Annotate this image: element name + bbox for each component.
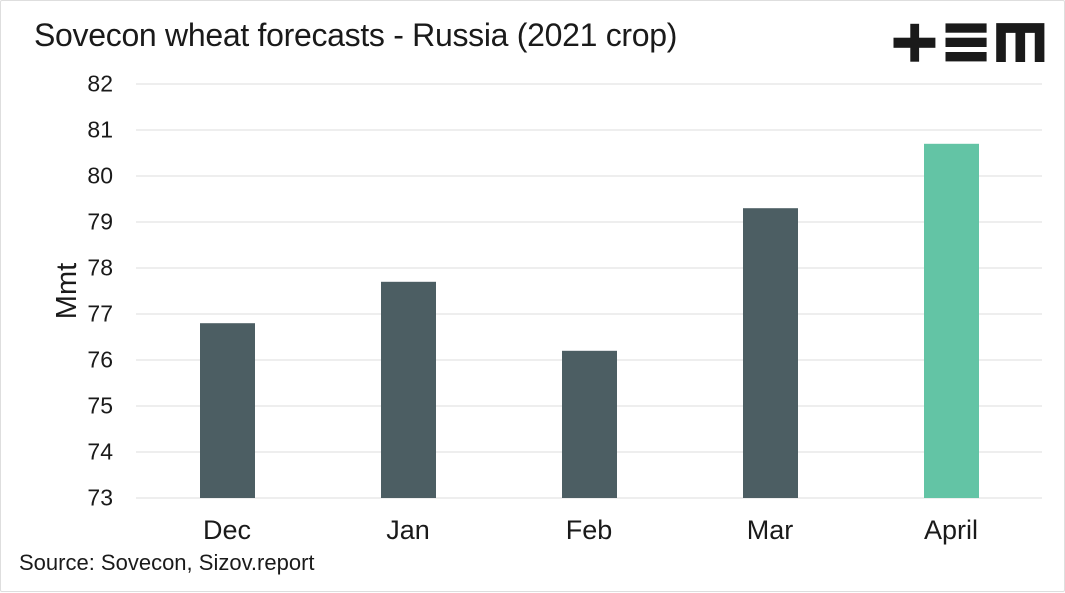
svg-text:April: April bbox=[924, 515, 978, 545]
svg-text:79: 79 bbox=[87, 209, 113, 235]
svg-text:81: 81 bbox=[87, 117, 113, 143]
svg-text:74: 74 bbox=[87, 439, 113, 465]
svg-text:73: 73 bbox=[87, 485, 113, 511]
svg-text:75: 75 bbox=[87, 393, 113, 419]
svg-text:Dec: Dec bbox=[203, 515, 251, 545]
svg-text:78: 78 bbox=[87, 255, 113, 281]
svg-text:77: 77 bbox=[87, 301, 113, 327]
svg-text:Mar: Mar bbox=[747, 515, 794, 545]
svg-text:76: 76 bbox=[87, 347, 113, 373]
svg-text:Jan: Jan bbox=[386, 515, 430, 545]
svg-text:Feb: Feb bbox=[566, 515, 613, 545]
svg-text:Mmt: Mmt bbox=[51, 263, 83, 319]
svg-text:80: 80 bbox=[87, 163, 113, 189]
svg-text:82: 82 bbox=[87, 71, 113, 97]
